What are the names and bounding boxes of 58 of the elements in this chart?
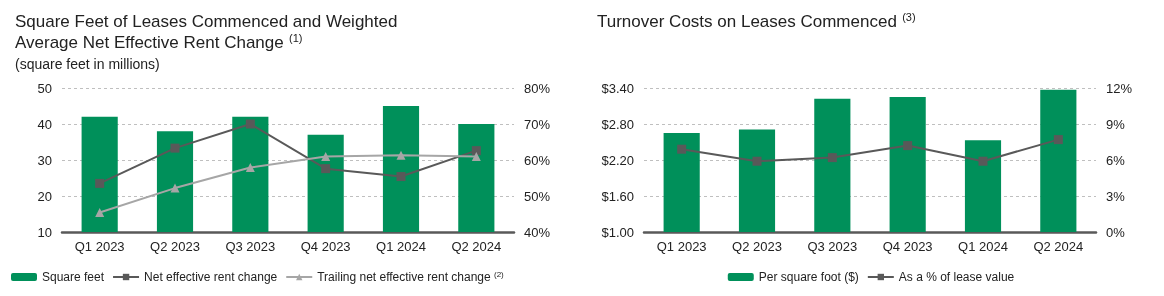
point [321, 151, 331, 161]
legend-label: Trailing net effective rent change (2) [317, 269, 505, 284]
x-tick-label: Q2 2024 [1033, 239, 1084, 254]
y2-tick-label: 80% [524, 80, 551, 96]
legend-label: Net effective rent change [144, 270, 278, 284]
y2-tick-label: 70% [524, 116, 551, 132]
chart-title: Square Feet of Leases Commenced and Weighted Average Net Effective Rent Change (1) [15, 12, 403, 52]
y2-tick-label: 9% [1106, 116, 1126, 132]
y-tick-label: 40 [37, 116, 52, 132]
y-tick-label: $2.20 [601, 152, 634, 168]
y2-tick-label: 40% [524, 224, 551, 240]
x-tick-label: Q4 2023 [300, 239, 351, 254]
y-tick-label: $3.40 [601, 80, 634, 96]
point [471, 151, 481, 161]
x-tick-label: Q1 2023 [74, 239, 125, 254]
point [827, 153, 837, 163]
legend-label: As a % of lease value [898, 270, 1015, 284]
x-tick-label: Q3 2023 [225, 239, 276, 254]
chart-title: Turnover Costs on Leases Commenced (3) [597, 10, 916, 31]
point [321, 164, 331, 174]
legend-label: Square feet [42, 270, 105, 284]
x-tick-label: Q1 2024 [376, 239, 426, 254]
chart-subtitle: (square feet in millions) [15, 56, 160, 72]
point [752, 156, 762, 166]
point [396, 172, 406, 182]
y-tick-label: $2.80 [601, 116, 634, 132]
y-tick-label: 30 [37, 152, 52, 168]
point [471, 146, 481, 156]
x-tick-label: Q2 2023 [150, 239, 200, 254]
point [95, 208, 105, 218]
y2-tick-label: 12% [1106, 80, 1133, 96]
legend-label: Per square foot ($) [758, 270, 859, 284]
point [978, 156, 988, 166]
y-tick-label: 20 [37, 188, 52, 204]
point [245, 163, 255, 173]
y2-tick-label: 3% [1106, 188, 1126, 204]
y2-tick-label: 50% [524, 188, 551, 204]
x-tick-label: Q4 2023 [882, 239, 933, 254]
y-tick-label: 50 [37, 80, 52, 96]
y-tick-label: $1.60 [601, 188, 634, 204]
x-tick-label: Q2 2024 [451, 239, 502, 254]
y-tick-label: $1.00 [601, 224, 634, 240]
x-tick-label: Q3 2023 [807, 239, 858, 254]
point [95, 178, 105, 188]
point [903, 141, 913, 151]
x-tick-label: Q2 2023 [732, 239, 782, 254]
y2-tick-label: 6% [1106, 152, 1126, 168]
point [396, 150, 406, 160]
point [1053, 135, 1063, 145]
y-tick-label: 10 [37, 224, 52, 240]
y2-tick-label: 0% [1106, 224, 1126, 240]
x-tick-label: Q1 2024 [958, 239, 1008, 254]
point [245, 119, 255, 129]
point [677, 144, 687, 154]
point [170, 183, 180, 193]
y2-tick-label: 60% [524, 152, 551, 168]
point [170, 143, 180, 153]
x-tick-label: Q1 2023 [656, 239, 707, 254]
